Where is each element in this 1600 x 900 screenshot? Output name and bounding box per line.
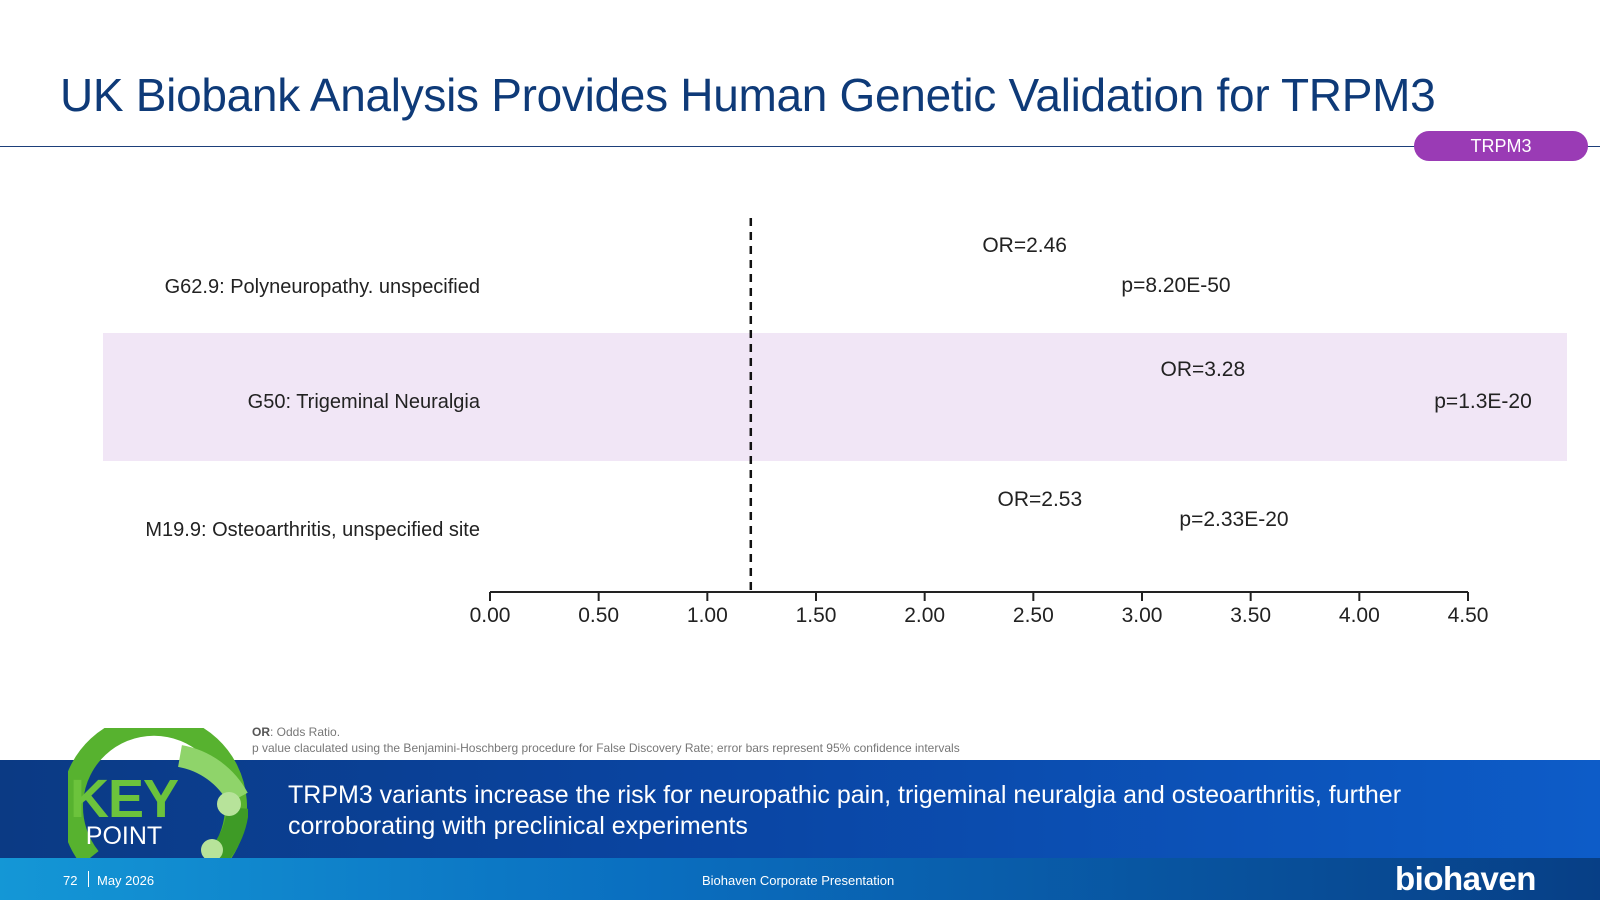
footnote-abbrev: OR xyxy=(252,725,270,739)
p-value-label: p=1.3E-20 xyxy=(1434,390,1532,413)
page-title: UK Biobank Analysis Provides Human Genet… xyxy=(60,69,1436,121)
key-point-ring-icon xyxy=(68,728,248,858)
odds-ratio-label: OR=2.46 xyxy=(982,234,1067,257)
x-tick-label: 4.50 xyxy=(1448,604,1489,627)
brand-logo: biohaven xyxy=(1395,860,1536,897)
x-tick-label: 2.50 xyxy=(1013,604,1054,627)
x-tick-label: 3.00 xyxy=(1122,604,1163,627)
p-value-label: p=2.33E-20 xyxy=(1179,508,1288,531)
topic-tag: TRPM3 xyxy=(1414,131,1588,161)
x-tick-label: 0.00 xyxy=(470,604,511,627)
footnote-line-2: p value claculated using the Benjamini-H… xyxy=(252,741,960,755)
footnote: OR: Odds Ratio. p value claculated using… xyxy=(252,724,960,756)
key-point-word: KEY xyxy=(69,769,179,829)
x-tick-label: 2.00 xyxy=(904,604,945,627)
x-tick-label: 0.50 xyxy=(578,604,619,627)
key-point-band xyxy=(0,760,1600,858)
page-number: 72 xyxy=(63,873,78,888)
p-value-label: p=8.20E-50 xyxy=(1121,274,1230,297)
footnote-line-1: OR: Odds Ratio. xyxy=(252,724,960,740)
footer-bar xyxy=(0,858,1600,900)
highlight-row-band xyxy=(103,333,1567,461)
key-point-text: TRPM3 variants increase the risk for neu… xyxy=(288,781,1402,840)
x-tick-label: 3.50 xyxy=(1230,604,1271,627)
row-label: M19.9: Osteoarthritis, unspecified site xyxy=(145,519,480,541)
footnote-abbrev-text: : Odds Ratio. xyxy=(270,725,341,739)
odds-ratio-label: OR=3.28 xyxy=(1161,358,1246,381)
row-label: G62.9: Polyneuropathy. unspecified xyxy=(165,276,480,298)
odds-ratio-label: OR=2.53 xyxy=(998,488,1083,511)
x-tick-label: 4.00 xyxy=(1339,604,1380,627)
title-divider xyxy=(0,146,1600,147)
footer-date: May 2026 xyxy=(97,873,155,888)
row-label: G50: Trigeminal Neuralgia xyxy=(248,391,481,413)
x-tick-label: 1.00 xyxy=(687,604,728,627)
forest-plot: G62.9: Polyneuropathy. unspecified G50: T… xyxy=(103,218,1567,627)
footer-center-text: Biohaven Corporate Presentation xyxy=(702,873,895,888)
key-point-sub: POINT xyxy=(85,822,163,850)
x-tick-label: 1.50 xyxy=(796,604,837,627)
footer-divider xyxy=(88,871,89,887)
